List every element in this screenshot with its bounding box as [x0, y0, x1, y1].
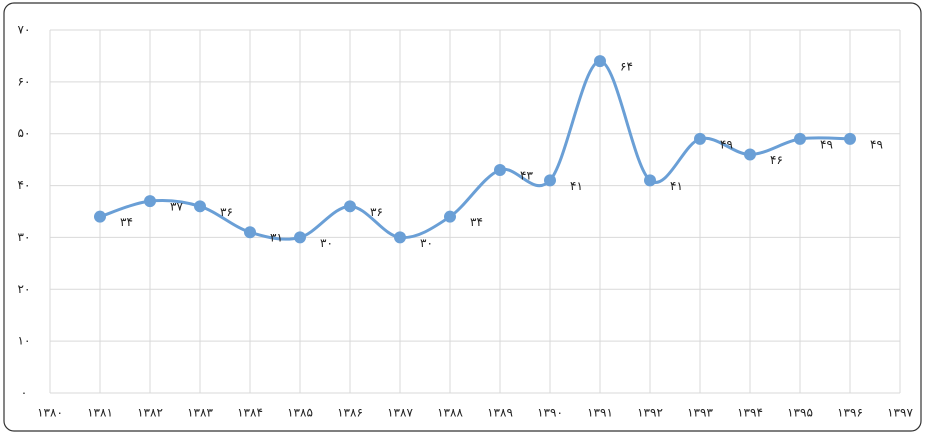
- point: [144, 195, 156, 207]
- y-tick-label: ۷۰: [18, 23, 31, 37]
- x-tick-label: ۱۳۸۰: [37, 406, 63, 420]
- x-tick-label: ۱۳۹۴: [737, 406, 763, 420]
- point: [494, 164, 506, 176]
- point: [194, 200, 206, 212]
- x-tick-label: ۱۳۹۶: [837, 406, 863, 420]
- point: [244, 226, 256, 238]
- data-label: ۳۱: [270, 231, 283, 245]
- y-tick-label: ۶۰: [18, 74, 31, 88]
- point: [544, 174, 556, 186]
- data-label: ۳۴: [470, 215, 483, 229]
- point: [644, 174, 656, 186]
- data-label: ۳۰: [420, 236, 433, 250]
- point: [394, 231, 406, 243]
- data-label: ۴۱: [570, 179, 583, 193]
- point: [844, 133, 856, 145]
- data-label: ۳۶: [220, 205, 233, 219]
- data-label: ۴۹: [820, 137, 833, 151]
- x-tick-label: ۱۳۹۰: [537, 406, 563, 420]
- point: [344, 200, 356, 212]
- y-tick-label: ۳۰: [18, 230, 31, 244]
- x-tick-label: ۱۳۸۹: [487, 406, 513, 420]
- x-tick-label: ۱۳۸۱: [87, 406, 113, 420]
- x-tick-label: ۱۳۹۷: [887, 406, 913, 420]
- point: [444, 211, 456, 223]
- data-label: ۳۴: [120, 215, 133, 229]
- y-tick-label: ۱۰: [18, 334, 31, 348]
- chart: ۰ ۱۰ ۲۰ ۳۰ ۴۰ ۵۰ ۶۰ ۷۰ ۱۳۸۰ ۱۳۸۱ ۱۳۸۲ ۱۳۸۳ ۱۳۸۴ ۱۳۸۵ ۱…: [0, 0, 925, 434]
- point: [594, 55, 606, 67]
- data-label: ۳۷: [170, 200, 183, 214]
- point: [694, 133, 706, 145]
- point: [744, 148, 756, 160]
- x-tick-label: ۱۳۸۶: [337, 406, 363, 420]
- y-tick-label: ۵۰: [18, 126, 31, 140]
- y-tick-label: ۴۰: [18, 178, 31, 192]
- data-label: ۳۶: [370, 205, 383, 219]
- y-tick-label: ۲۰: [18, 282, 31, 296]
- data-label: ۴۱: [670, 179, 683, 193]
- data-label: ۴۶: [770, 153, 783, 167]
- x-tick-label: ۱۳۸۵: [287, 406, 313, 420]
- data-label: ۴۹: [870, 137, 883, 151]
- data-label: ۴۹: [720, 137, 733, 151]
- x-tick-label: ۱۳۹۳: [687, 406, 713, 420]
- x-tick-label: ۱۳۸۳: [187, 406, 213, 420]
- x-tick-label: ۱۳۸۸: [437, 406, 463, 420]
- y-tick-label: ۰: [21, 386, 27, 400]
- x-tick-label: ۱۳۸۴: [237, 406, 263, 420]
- point: [794, 133, 806, 145]
- x-tick-label: ۱۳۸۲: [137, 406, 163, 420]
- point: [94, 211, 106, 223]
- data-label: ۶۴: [620, 60, 633, 74]
- x-tick-label: ۱۳۹۲: [637, 406, 663, 420]
- x-tick-label: ۱۳۸۷: [387, 406, 413, 420]
- x-tick-label: ۱۳۹۵: [787, 406, 813, 420]
- data-label: ۴۳: [520, 169, 533, 183]
- data-label: ۳۰: [320, 236, 333, 250]
- point: [294, 231, 306, 243]
- frame: [4, 3, 921, 431]
- x-tick-label: ۱۳۹۱: [587, 406, 613, 420]
